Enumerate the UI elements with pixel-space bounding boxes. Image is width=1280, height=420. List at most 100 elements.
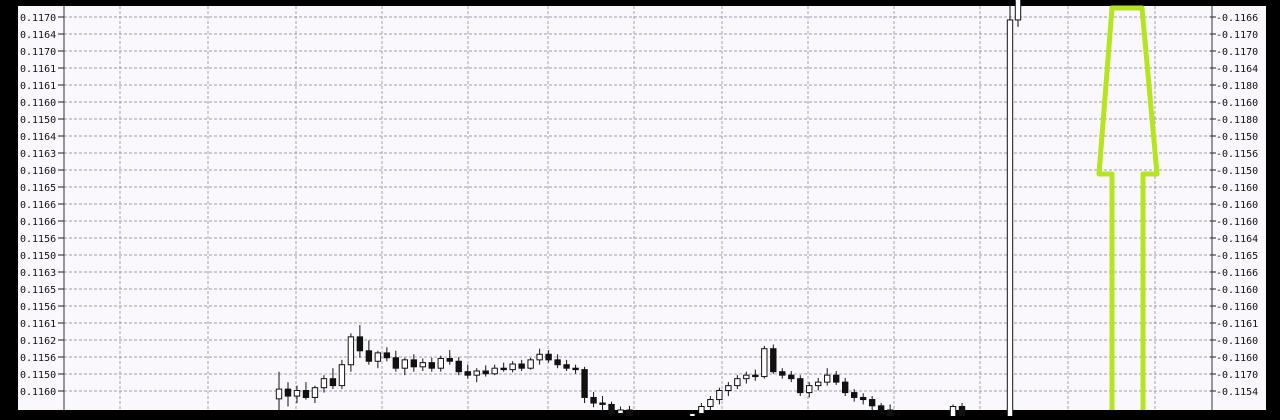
candle-body-bearish: [752, 374, 759, 378]
candle-body-bearish: [284, 388, 292, 397]
right-tick-label: -0.1160: [1216, 285, 1258, 296]
right-tick-label: -0.1165: [1216, 251, 1258, 262]
candle: [329, 368, 337, 390]
candle: [509, 361, 516, 373]
candle: [725, 382, 732, 397]
candle-body-bearish: [599, 402, 606, 405]
left-tick-label: 0.1161: [20, 81, 56, 92]
left-tick-label: 0.1150: [20, 115, 56, 126]
candle: [698, 403, 705, 417]
candle: [365, 340, 373, 365]
right-tick-label: -0.1160: [1216, 336, 1258, 347]
candle: [302, 382, 310, 400]
candle: [320, 375, 328, 393]
candle: [779, 368, 786, 379]
candle: [356, 325, 364, 358]
left-tick-label: 0.1165: [20, 285, 56, 296]
candle: [958, 403, 966, 420]
left-tick-label: 0.1170: [20, 47, 56, 58]
right-tick-label: -0.1160: [1216, 200, 1258, 211]
candle-body-bearish: [563, 364, 570, 369]
candle: [1014, 0, 1022, 27]
right-tick-label: -0.1161: [1216, 319, 1258, 330]
candle-body-bullish: [293, 389, 301, 397]
candle-body-bearish: [500, 367, 507, 371]
candle: [554, 354, 561, 369]
left-tick-label: 0.1156: [20, 353, 56, 364]
candle: [599, 396, 606, 410]
candle: [536, 348, 543, 365]
candle-body-bearish: [392, 357, 400, 369]
candle-body-bullish: [320, 378, 328, 389]
right-tick-label: -0.1160: [1216, 353, 1258, 364]
candle-body-bearish: [428, 362, 435, 369]
candle: [868, 396, 876, 410]
right-tick-label: -0.1164: [1216, 234, 1258, 245]
right-tick-label: -0.1180: [1216, 115, 1258, 126]
candle: [824, 368, 831, 386]
candle-body-bearish: [455, 360, 462, 373]
right-tick-label: -0.1156: [1216, 149, 1258, 160]
right-tick-label: -0.1150: [1216, 132, 1258, 143]
candle-body-bearish: [841, 381, 849, 394]
candle: [563, 359, 570, 371]
candle-body-bearish: [581, 369, 588, 398]
candle: [428, 357, 435, 372]
candle: [833, 370, 840, 385]
candle: [707, 396, 714, 412]
right-tick-label: -0.1170: [1216, 30, 1258, 41]
candle: [635, 411, 642, 420]
left-tick-label: 0.1160: [20, 387, 56, 398]
candle-body-bullish: [698, 406, 705, 414]
candle: [491, 364, 498, 376]
candle: [437, 355, 444, 372]
right-tick-label: -0.1164: [1216, 64, 1258, 75]
candle: [383, 347, 391, 362]
candle-body-bearish: [572, 367, 579, 371]
candle-body-bearish: [833, 374, 840, 383]
candle: [949, 404, 957, 420]
candle: [347, 333, 355, 372]
candle-body-bullish: [338, 364, 346, 387]
grid-layer: [64, 6, 1212, 410]
candle-body-bearish: [770, 348, 777, 373]
candle: [617, 406, 624, 420]
candle-body-bearish: [886, 409, 894, 418]
candle-body-bullish: [374, 352, 382, 362]
candle: [374, 350, 382, 369]
left-tick-label: 0.1166: [20, 200, 56, 211]
candle-body-bearish: [518, 363, 525, 369]
candle-body-bearish: [797, 378, 804, 394]
candle-body-bullish: [419, 362, 426, 368]
candle: [455, 357, 462, 376]
candles-layer: [275, 0, 1022, 420]
candle: [500, 362, 507, 372]
candle-body-bullish: [716, 389, 723, 401]
candle-body-bearish: [329, 378, 337, 387]
candle-body-bearish: [554, 359, 561, 366]
candle-body-bullish: [734, 378, 741, 387]
candle: [734, 375, 741, 390]
candle-body-bullish: [815, 381, 822, 387]
candle: [895, 411, 903, 420]
left-tick-label: 0.1170: [20, 13, 56, 24]
candle: [518, 359, 525, 371]
candle: [410, 354, 418, 372]
candle: [761, 345, 768, 379]
candle: [311, 385, 319, 404]
candle: [797, 375, 804, 397]
candle: [473, 368, 480, 383]
candle: [338, 359, 346, 390]
up-arrow-annotation: [1096, 5, 1160, 410]
left-tick-label: 0.1160: [20, 166, 56, 177]
candle-body-bullish: [725, 385, 732, 391]
candle-body-bearish: [590, 396, 597, 404]
left-tick-label: 0.1160: [20, 98, 56, 109]
candle-body-bearish: [410, 359, 418, 368]
right-tick-label: -0.1160: [1216, 183, 1258, 194]
candle-body-bearish: [464, 371, 471, 376]
candle-body-bullish: [743, 374, 750, 380]
candle: [841, 377, 849, 397]
